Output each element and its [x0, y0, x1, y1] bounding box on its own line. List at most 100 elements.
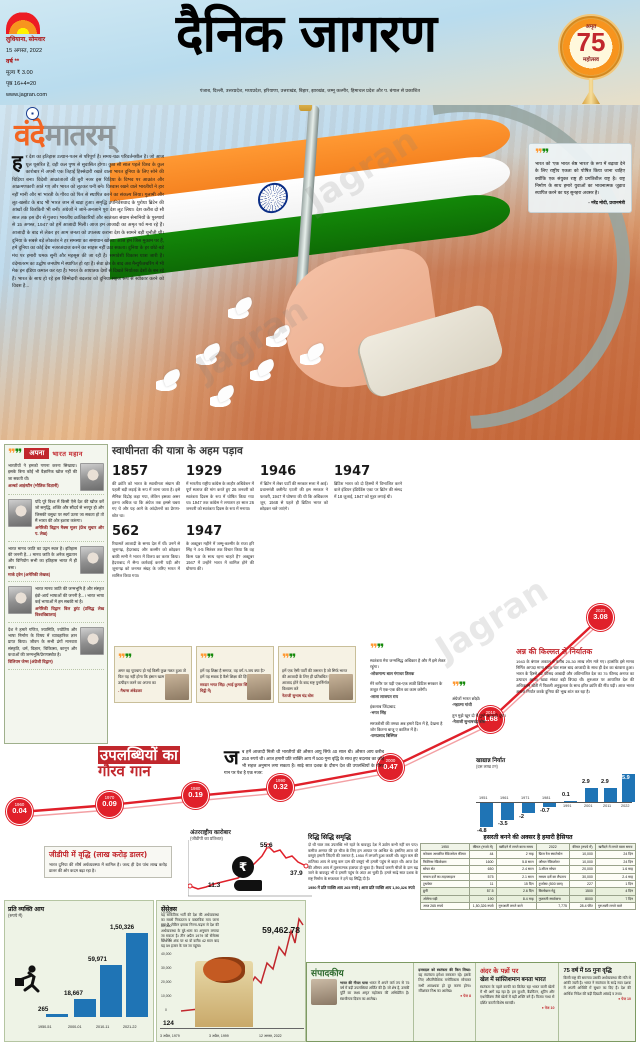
sidebar-quote-name: मार्क ट्वेन (अमेरिकी लेखक): [8, 571, 51, 577]
cell-price-2022: 10,000: [569, 857, 596, 867]
riddhi-siddhi-article: रिद्धि सिद्धि समृद्धि दो थी चाल तक उपलब्…: [308, 832, 418, 892]
cell-time-2022: 4 दिन: [594, 887, 637, 896]
edition-city: लुधियाना, सोमवार: [6, 37, 46, 43]
list-item: यदि पूरे विश्व में किसी ऐसे देश की खोज क…: [8, 499, 104, 542]
col-header-1950: 1950: [419, 842, 471, 852]
editorial-column-inside-pages[interactable]: अंदर के पन्नों पर खेल में सांस्तिशमान बन…: [476, 963, 560, 1041]
hero-headline: वंदेमातरम्: [14, 113, 115, 154]
cell-time-2022: 24 दिन: [594, 857, 637, 867]
pm-quote-attribution: - नरेंद्र मोदी, प्रधानमंत्री: [588, 199, 625, 205]
quote-text: मेरे शरीर पर पड़ी एक-एक लाठी ब्रिटिश सरक…: [370, 681, 443, 693]
sidebar-quote-text: भारत मानव जाति की जन्मभूमि है और संस्कृत…: [35, 586, 104, 604]
sensex-start-value: 124: [163, 1020, 174, 1027]
quote-card: ❞❞ अगर वह चुपचाप हो गई किसी कुछ गलत हुआ …: [114, 646, 192, 704]
badge-number: 75: [576, 27, 606, 57]
timeline-item: 562 रियासतें आजादी के समय देश में थीं। उ…: [112, 524, 180, 579]
trade-label-2020: 37.9: [290, 870, 303, 877]
food-value-2001: 2.9: [582, 779, 590, 785]
riddhi-text: दो थी चाल तक उपलब्धि भरे रहते के बावजूद …: [308, 843, 418, 882]
hand-pointer-icon: [234, 880, 262, 891]
timeline-year: 1947: [334, 464, 371, 479]
editorial-col2-page[interactable]: ● पेज 8: [460, 994, 471, 999]
quote-text: अंग्रेजों भारत छोड़ो।: [452, 696, 481, 701]
cell-item-2022: फ्रिज रेंज स्मार्टफोन: [535, 850, 571, 859]
gdp-value: 0.04: [12, 806, 27, 816]
pci-year-2000: 2000-01: [68, 1025, 82, 1029]
freedom-fighter-quote-cards: ❞❞ अगर वह चुपचाप हो गई किसी कुछ गलत हुआ …: [114, 646, 364, 704]
sensex-xtick-1999: 3 अप्रैल, 1999: [209, 1034, 229, 1038]
cell-price-1950: 57.5: [469, 887, 497, 896]
editorial-column-2[interactable]: इजराइल को स्वतंत्रता की किन लिखा: यह स्व…: [414, 963, 476, 1041]
growth-page[interactable]: ● पेज 10: [618, 996, 631, 1001]
table-row: कोयला आधारित रेफ्रिजरेटर कीमत 44 2 माह फ…: [419, 850, 637, 859]
editorial-column-growth[interactable]: 75 वर्ष में 55 गुना वृद्धि किसी राष्ट्र …: [559, 963, 635, 1041]
editorial-col2-text: यह स्वतंत्रता हमेशा बरकरार रहे। इसके लिए…: [418, 973, 471, 993]
headline-part-gray: मातरम्: [44, 118, 115, 153]
gdp-value: 3.08: [593, 612, 608, 622]
gdp-point-2021: 2021 3.08: [587, 604, 614, 631]
cell-price-1950: 575: [469, 872, 497, 881]
pci-year-1950: 1950-51: [38, 1025, 52, 1029]
bar-1971: [522, 803, 535, 813]
volume-line: वर्ष **: [6, 58, 20, 65]
inside-pages-subhead: खेल में सांस्तिशमान बनता भारत: [479, 977, 546, 983]
masthead: लुधियाना, सोमवार 15 अगस्त, 2022 वर्ष ** …: [0, 0, 640, 105]
food-chart-plot: -4.8 -3.5 -2 -0.7 0.1 2.9 2.9 5.9 1951 1…: [476, 772, 635, 834]
footer-cell-1: आज 265 रुपये: [419, 901, 471, 911]
footer-cell-3: गुरुआती लगते वाले: [495, 901, 537, 911]
table-row: छुरी 57.5 2.6 दिन किलोग्राम गेहूं 1500 4…: [419, 887, 637, 896]
cell-item-2022: गुजराती स्मार्टवाच: [535, 894, 571, 904]
pci-value-2010: 59,971: [88, 956, 107, 963]
footer-cell-2: 1,50,326 रुपये: [469, 901, 497, 911]
footer-cell-6: गुरुआती लगते वाले: [594, 901, 637, 911]
cell-time-2022: 1 दिन: [594, 879, 637, 889]
edition-date: 15 अगस्त, 2022: [6, 48, 43, 55]
food-chart-title: खाद्यान्न निर्यात: [476, 758, 506, 764]
sidebar-quote-name: विलियम जेम्स (अंग्रेजी विद्वान): [8, 659, 53, 665]
timeline-year: 1947: [186, 524, 223, 540]
editorial-column-main: संपादकीय भारत की नीयत यात्रा भारत में अप…: [307, 963, 415, 1041]
gdp-point-1970: 1970 0.09: [96, 791, 123, 818]
list-item: भारत मानव जाति की जन्मभूमि है और संस्कृत…: [8, 586, 104, 623]
timeline-row-1: 1857 की क्रांति को भारत के स्वाधीनता संग…: [112, 464, 402, 519]
food-year-1991: 1991: [563, 804, 572, 808]
avatar: [311, 979, 337, 1005]
food-value-2022: 5.9: [622, 775, 630, 781]
sensex-xtick-2022: 12 अगस्त, 2022: [259, 1034, 282, 1038]
gdp-year: 1980: [190, 786, 201, 791]
cell-price-1950: 11: [469, 879, 497, 889]
dove-icon: [210, 393, 236, 407]
quote-text: स्वतंत्रता मेरा जन्मसिद्ध अधिकार है और म…: [370, 658, 446, 670]
food-chart-subtitle: (दस लाख टन): [476, 764, 498, 769]
sidebar-quote-name: अमेरिकी विद्वान मैक्स मूलर (फ्रेंच सुधार…: [35, 525, 104, 537]
badge-stand-icon: [582, 78, 600, 104]
timeline-year: 1946: [260, 464, 297, 479]
timeline-item: 1857 की क्रांति को भारत के स्वाधीनता संग…: [112, 464, 180, 519]
dove-icon: [266, 333, 292, 347]
inside-pages-page[interactable]: ● पेज 10: [541, 1005, 555, 1010]
timeline-text: की क्रांति को भारत के स्वाधीनता संग्राम …: [112, 481, 180, 518]
cell-price-1950: 650: [469, 865, 497, 874]
table-row: सोफा सेट 650 2.4 साल 3-सीटर सोफा 20,000 …: [419, 865, 637, 874]
cell-item-2022: मध्यम दर्जे का लैपटाप: [535, 872, 571, 881]
growth-heading: 75 वर्ष में 55 गुना वृद्धि: [563, 968, 612, 974]
sensex-ytick-30000: 30,000: [161, 966, 171, 970]
international-trade-chart: अंतरराष्ट्रीय कारोबार (जीडीपी का प्रतिशत…: [172, 828, 312, 910]
quote-card: ❞❞ हमें यह शिक्षा है समाज, वह वर्ग-न-जय …: [196, 646, 274, 704]
cell-time-2022: 24 दिन: [594, 850, 637, 859]
quote-name: -महात्मा गांधी: [452, 702, 472, 708]
quote-name: -लोकमान्य बाल गंगाधर तिलक: [370, 670, 415, 676]
food-value-1951: -4.8: [477, 828, 487, 834]
website-link[interactable]: www.jagran.com: [6, 91, 48, 98]
cell-item-1950: फिलिप्स रेडियोग्राम: [419, 857, 471, 867]
pci-bar-2021: [126, 933, 148, 1017]
col-header-time-2022: खरीदने में लगते वाला समय: [594, 842, 637, 852]
cell-time-2022: 1.6 माह: [594, 865, 637, 874]
table-row: टूथपेस्ट 11 15 दिन टूथपेस्ट (500 ग्राम) …: [419, 879, 637, 889]
pci-value-2021: 1,50,326: [110, 924, 135, 931]
sensex-ytick-70000: 70,000: [161, 910, 171, 914]
bar-2022: [622, 774, 635, 802]
riddhi-heading: रिद्धि सिद्धि समृद्धि: [308, 834, 351, 841]
achievements-dropcap: ज: [224, 745, 239, 769]
sidebar-quote-name: अल्बर्ट आइंस्टीन (भौतिक विज्ञानी): [8, 482, 59, 488]
